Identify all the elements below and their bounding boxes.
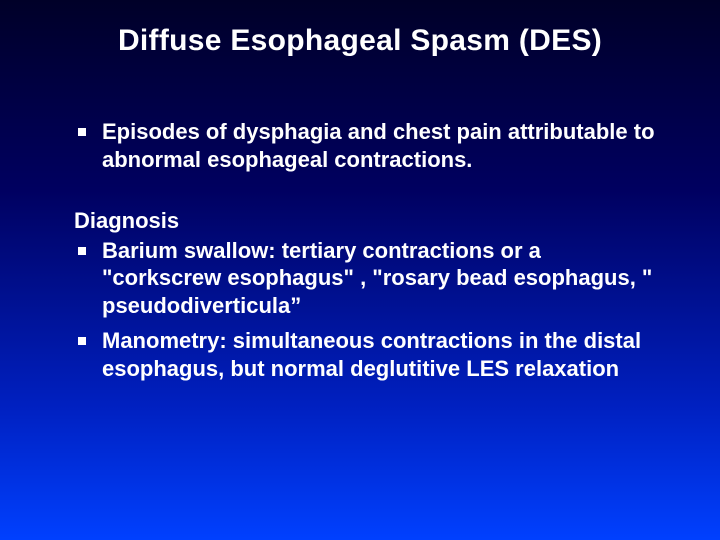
slide-body: Episodes of dysphagia and chest pain att…	[50, 118, 670, 382]
slide-title: Diffuse Esophageal Spasm (DES)	[50, 24, 670, 58]
diagnosis-bullet-list: Barium swallow: tertiary contractions or…	[74, 237, 660, 383]
intro-bullet-list: Episodes of dysphagia and chest pain att…	[74, 118, 660, 173]
list-item: Manometry: simultaneous contractions in …	[74, 327, 660, 382]
bullet-text: Barium swallow: tertiary contractions or…	[102, 238, 652, 318]
bullet-text: Manometry: simultaneous contractions in …	[102, 328, 641, 381]
bullet-text: Episodes of dysphagia and chest pain att…	[102, 119, 655, 172]
list-item: Barium swallow: tertiary contractions or…	[74, 237, 660, 320]
list-item: Episodes of dysphagia and chest pain att…	[74, 118, 660, 173]
diagnosis-heading: Diagnosis	[74, 207, 660, 235]
slide: Diffuse Esophageal Spasm (DES) Episodes …	[0, 0, 720, 540]
